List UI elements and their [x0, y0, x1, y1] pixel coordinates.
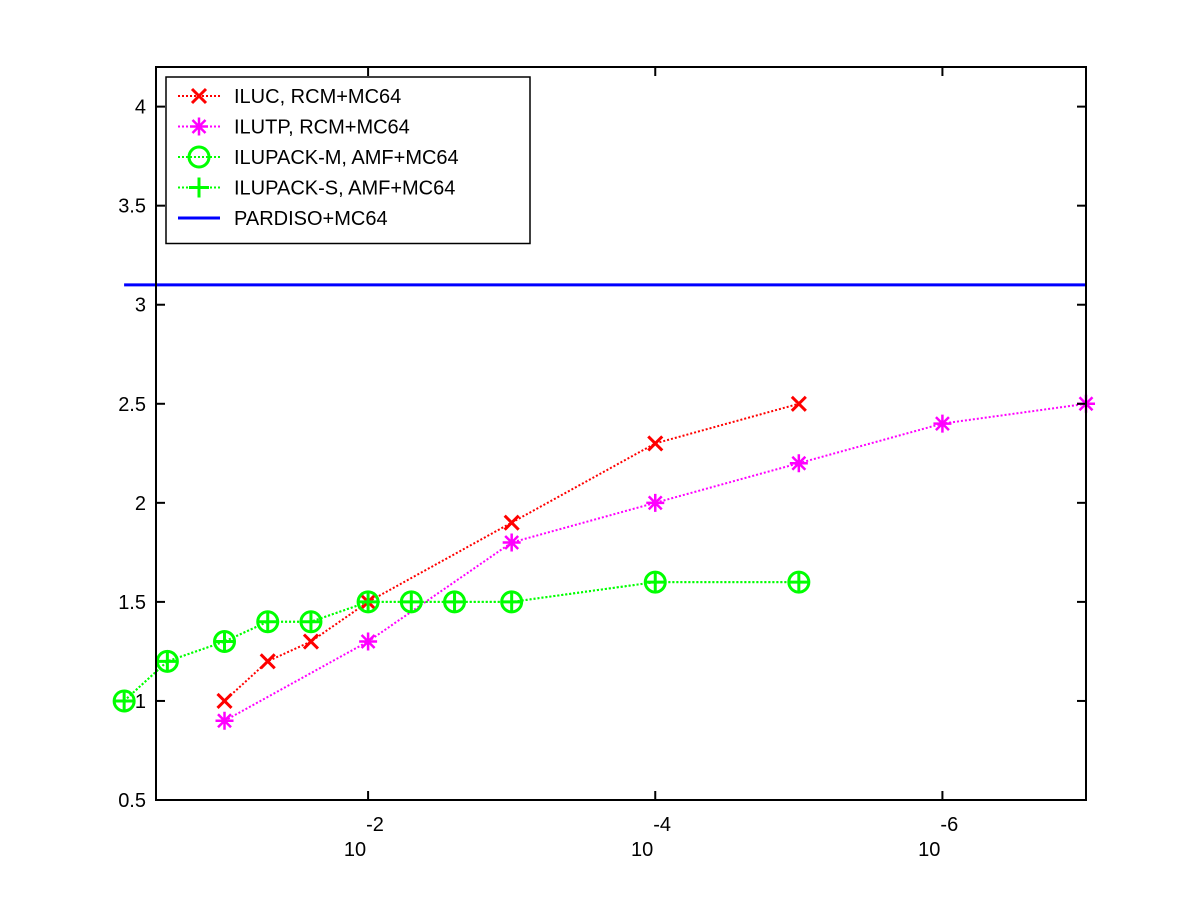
legend-entry-5: PARDISO+MC64: [178, 208, 388, 230]
y-tick-label: 0.5: [118, 790, 146, 812]
y-axis: 0.5 1 1.5 2 2.5 3 3.5 4: [118, 97, 1086, 812]
series-4-point-2: [157, 651, 178, 672]
legend-entry-4: ILUPACK-S, AMF+MC64: [178, 177, 455, 200]
legend-marker: [187, 145, 211, 169]
legend-entry-3: ILUPACK-M, AMF+MC64: [178, 145, 459, 169]
y-tick-label: 4: [135, 97, 146, 119]
x-tick-label-base: 10: [631, 839, 653, 861]
y-tick-label: 1: [135, 691, 146, 713]
x-tick-label-exponent: -2: [366, 814, 384, 836]
legend-entry-1: ILUC, RCM+MC64: [178, 86, 401, 108]
y-tick-label: 2.5: [118, 394, 146, 416]
series-1-point-6: [647, 435, 664, 452]
series-4-point-3: [214, 631, 235, 652]
y-tick-label: 2: [135, 493, 146, 515]
y-tick-label: 1.5: [118, 592, 146, 614]
x-axis: 10-210-410-6: [344, 67, 958, 861]
series-2-point-1: [215, 711, 234, 730]
series-4-point-4: [257, 611, 278, 632]
series-4-point-7: [401, 591, 422, 612]
legend: ILUC, RCM+MC64 ILUTP, RCM+MC64 ILUPACK-M, …: [165, 76, 531, 245]
legend-label: ILUPACK-M, AMF+MC64: [234, 147, 459, 169]
legend-entry-2: ILUTP, RCM+MC64: [178, 117, 410, 139]
series-4: [114, 572, 809, 711]
x-tick-label-exponent: -6: [940, 814, 958, 836]
series-2-point-3: [502, 533, 521, 552]
legend-marker: [190, 117, 208, 136]
series-1-point-5: [503, 514, 520, 531]
legend-label: PARDISO+MC64: [234, 208, 388, 230]
series-2-point-5: [789, 454, 808, 473]
series-2-point-2: [359, 632, 378, 651]
x-tick-label-exponent: -4: [653, 814, 671, 836]
series-1-point-2: [259, 653, 276, 670]
x-tick-label-base: 10: [344, 839, 366, 861]
series-2-point-6: [933, 414, 952, 433]
plot-marks: [112, 283, 1095, 730]
plot-frame: [155, 66, 1087, 801]
series-4-point-5: [300, 611, 321, 632]
series-1: [216, 395, 807, 710]
y-tick-label: 3: [135, 295, 146, 317]
series-4-point-1: [114, 690, 135, 711]
series-4-point-11: [788, 572, 809, 593]
legend-label: ILUTP, RCM+MC64: [234, 117, 410, 139]
series-4-point-6: [358, 591, 379, 612]
legend-label: ILUC, RCM+MC64: [234, 86, 401, 108]
series-1-line: [223, 402, 800, 702]
legend-marker: [190, 87, 208, 105]
series-1-point-1: [216, 692, 233, 710]
legend-marker: [189, 177, 209, 198]
series-2-point-4: [646, 493, 665, 512]
legend-box: [165, 76, 531, 245]
x-tick-label-base: 10: [918, 839, 940, 861]
series-2-line: [224, 402, 1087, 722]
series-4-point-9: [501, 591, 522, 612]
series-1-point-7: [790, 395, 807, 412]
series-1-point-3: [302, 633, 320, 650]
y-tick-label: 3.5: [118, 196, 146, 218]
series-4-point-10: [645, 572, 666, 593]
series-4-point-8: [444, 591, 465, 612]
legend-label: ILUPACK-S, AMF+MC64: [234, 178, 455, 200]
